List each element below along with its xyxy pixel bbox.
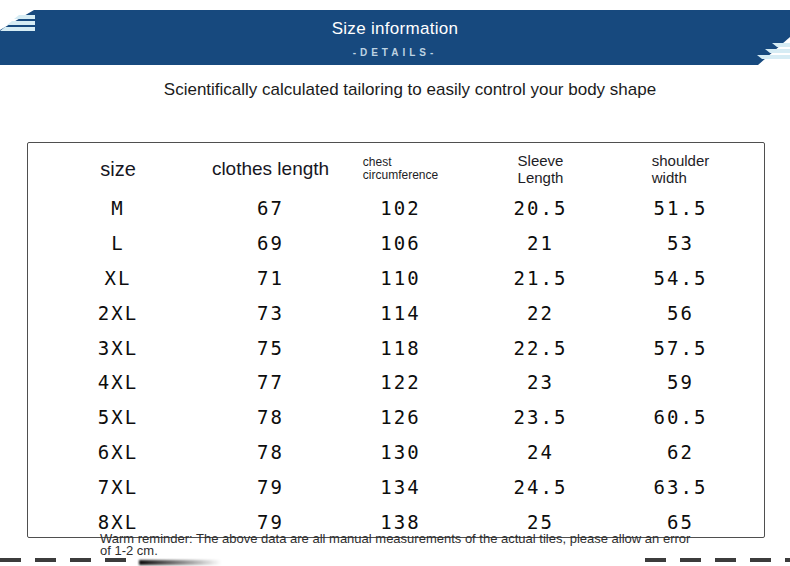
sleeve-length-cell: 22 xyxy=(468,302,613,324)
shoulder-width-cell: 51.5 xyxy=(613,197,748,219)
clothes-length-cell: 77 xyxy=(208,371,333,393)
chest-circumference-cell: 130 xyxy=(333,441,468,463)
header-line: circumference xyxy=(363,169,438,182)
table-row: L 69 106 21 53 xyxy=(28,226,764,261)
sleeve-length-cell: 23.5 xyxy=(468,406,613,428)
column-header-sleeve-length: Sleeve Length xyxy=(468,152,613,186)
table-row: 5XL 78 126 23.5 60.5 xyxy=(28,400,764,435)
chest-circumference-cell: 106 xyxy=(333,232,468,254)
dashed-border-right xyxy=(645,558,790,562)
size-cell: 7XL xyxy=(28,476,208,498)
shoulder-width-cell: 60.5 xyxy=(613,406,748,428)
shoulder-width-cell: 62 xyxy=(613,441,748,463)
size-information-banner: Size information -DETAILS- xyxy=(0,10,790,65)
chest-circumference-cell: 122 xyxy=(333,371,468,393)
ink-smudge xyxy=(139,560,221,565)
column-header-clothes-length: clothes length xyxy=(208,158,333,180)
table-header-row: size clothes length chest circumference … xyxy=(28,143,764,191)
clothes-length-cell: 67 xyxy=(208,197,333,219)
chest-circumference-cell: 134 xyxy=(333,476,468,498)
table-row: XL 71 110 21.5 54.5 xyxy=(28,261,764,296)
chest-circumference-cell: 102 xyxy=(333,197,468,219)
clothes-length-cell: 71 xyxy=(208,267,333,289)
size-cell: 2XL xyxy=(28,302,208,324)
table-row: M 67 102 20.5 51.5 xyxy=(28,191,764,226)
shoulder-width-cell: 57.5 xyxy=(613,337,748,359)
table-row: 3XL 75 118 22.5 57.5 xyxy=(28,330,764,365)
shoulder-width-cell: 56 xyxy=(613,302,748,324)
shoulder-width-cell: 63.5 xyxy=(613,476,748,498)
table-row: 7XL 79 134 24.5 63.5 xyxy=(28,469,764,504)
banner-details-label: -DETAILS- xyxy=(0,47,790,58)
sleeve-length-cell: 24.5 xyxy=(468,476,613,498)
table-row: 4XL 77 122 23 59 xyxy=(28,365,764,400)
clothes-length-cell: 78 xyxy=(208,441,333,463)
size-cell: XL xyxy=(28,267,208,289)
sleeve-length-cell: 21 xyxy=(468,232,613,254)
table-row: 6XL 78 130 24 62 xyxy=(28,435,764,470)
column-header-size: size xyxy=(28,158,208,181)
table-row: 2XL 73 114 22 56 xyxy=(28,295,764,330)
chest-circumference-cell: 110 xyxy=(333,267,468,289)
sleeve-length-cell: 23 xyxy=(468,371,613,393)
size-cell: 3XL xyxy=(28,337,208,359)
size-cell: 6XL xyxy=(28,441,208,463)
warm-reminder-text: Warm reminder: The above data are all ma… xyxy=(100,533,700,557)
sleeve-length-cell: 24 xyxy=(468,441,613,463)
column-header-shoulder-width: shoulder width xyxy=(613,152,748,186)
clothes-length-cell: 75 xyxy=(208,337,333,359)
shoulder-width-cell: 65 xyxy=(613,511,748,533)
shoulder-width-cell: 54.5 xyxy=(613,267,748,289)
size-cell: 8XL xyxy=(28,511,208,533)
chest-circumference-cell: 114 xyxy=(333,302,468,324)
clothes-length-cell: 79 xyxy=(208,511,333,533)
banner-title: Size information xyxy=(0,19,790,39)
header-line: width xyxy=(652,169,710,186)
sleeve-length-cell: 20.5 xyxy=(468,197,613,219)
sleeve-length-cell: 21.5 xyxy=(468,267,613,289)
column-header-chest-circumference: chest circumference xyxy=(333,156,468,182)
clothes-length-cell: 69 xyxy=(208,232,333,254)
clothes-length-cell: 73 xyxy=(208,302,333,324)
size-cell: M xyxy=(28,197,208,219)
subtitle: Scientifically calculated tailoring to e… xyxy=(0,80,790,100)
dashed-border-left xyxy=(0,558,137,562)
header-line: shoulder xyxy=(652,152,710,169)
sleeve-length-cell: 25 xyxy=(468,511,613,533)
chest-circumference-cell: 126 xyxy=(333,406,468,428)
chest-circumference-cell: 118 xyxy=(333,337,468,359)
size-cell: 5XL xyxy=(28,406,208,428)
size-cell: L xyxy=(28,232,208,254)
header-line: Length xyxy=(518,169,564,186)
shoulder-width-cell: 59 xyxy=(613,371,748,393)
header-line: Sleeve xyxy=(518,152,564,169)
shoulder-width-cell: 53 xyxy=(613,232,748,254)
clothes-length-cell: 78 xyxy=(208,406,333,428)
size-table: size clothes length chest circumference … xyxy=(27,142,765,538)
size-cell: 4XL xyxy=(28,371,208,393)
sleeve-length-cell: 22.5 xyxy=(468,337,613,359)
chest-circumference-cell: 138 xyxy=(333,511,468,533)
clothes-length-cell: 79 xyxy=(208,476,333,498)
